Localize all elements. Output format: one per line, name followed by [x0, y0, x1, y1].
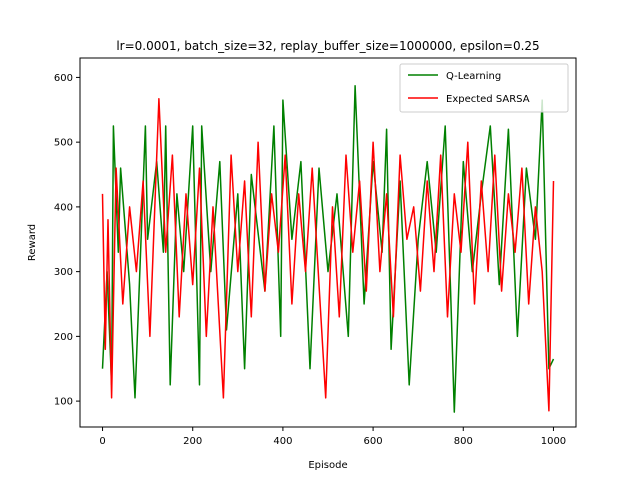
series-layer — [101, 85, 555, 413]
chart-title: lr=0.0001, batch_size=32, replay_buffer_… — [116, 39, 539, 53]
legend: Q-Learning Expected SARSA — [399, 63, 569, 113]
y-tick-label: 300 — [54, 267, 73, 278]
legend-box — [399, 63, 569, 113]
plot-frame — [79, 57, 577, 428]
y-tick-label: 200 — [54, 332, 73, 343]
y-tick-label: 500 — [54, 138, 73, 149]
x-tick-label: 600 — [364, 436, 383, 447]
y-tick-label: 400 — [54, 202, 73, 213]
y-tick-label: 100 — [54, 397, 73, 408]
x-tick-label: 800 — [454, 436, 473, 447]
x-tick-label: 200 — [183, 436, 202, 447]
y-tick-label: 600 — [54, 73, 73, 84]
legend-label-q-learning: Q-Learning — [446, 71, 501, 82]
legend-label-expected-sarsa: Expected SARSA — [446, 94, 530, 105]
x-tick-label: 1000 — [541, 436, 566, 447]
y-axis-label: Reward — [27, 224, 38, 261]
x-axis-label: Episode — [308, 460, 347, 471]
x-axis-ticks: 0 200 400 600 800 1000 — [99, 427, 566, 447]
x-tick-label: 0 — [99, 436, 105, 447]
x-tick-label: 400 — [273, 436, 292, 447]
y-axis-ticks: 100 200 300 400 500 600 — [54, 73, 80, 408]
series-line-expected-sarsa — [101, 98, 555, 412]
